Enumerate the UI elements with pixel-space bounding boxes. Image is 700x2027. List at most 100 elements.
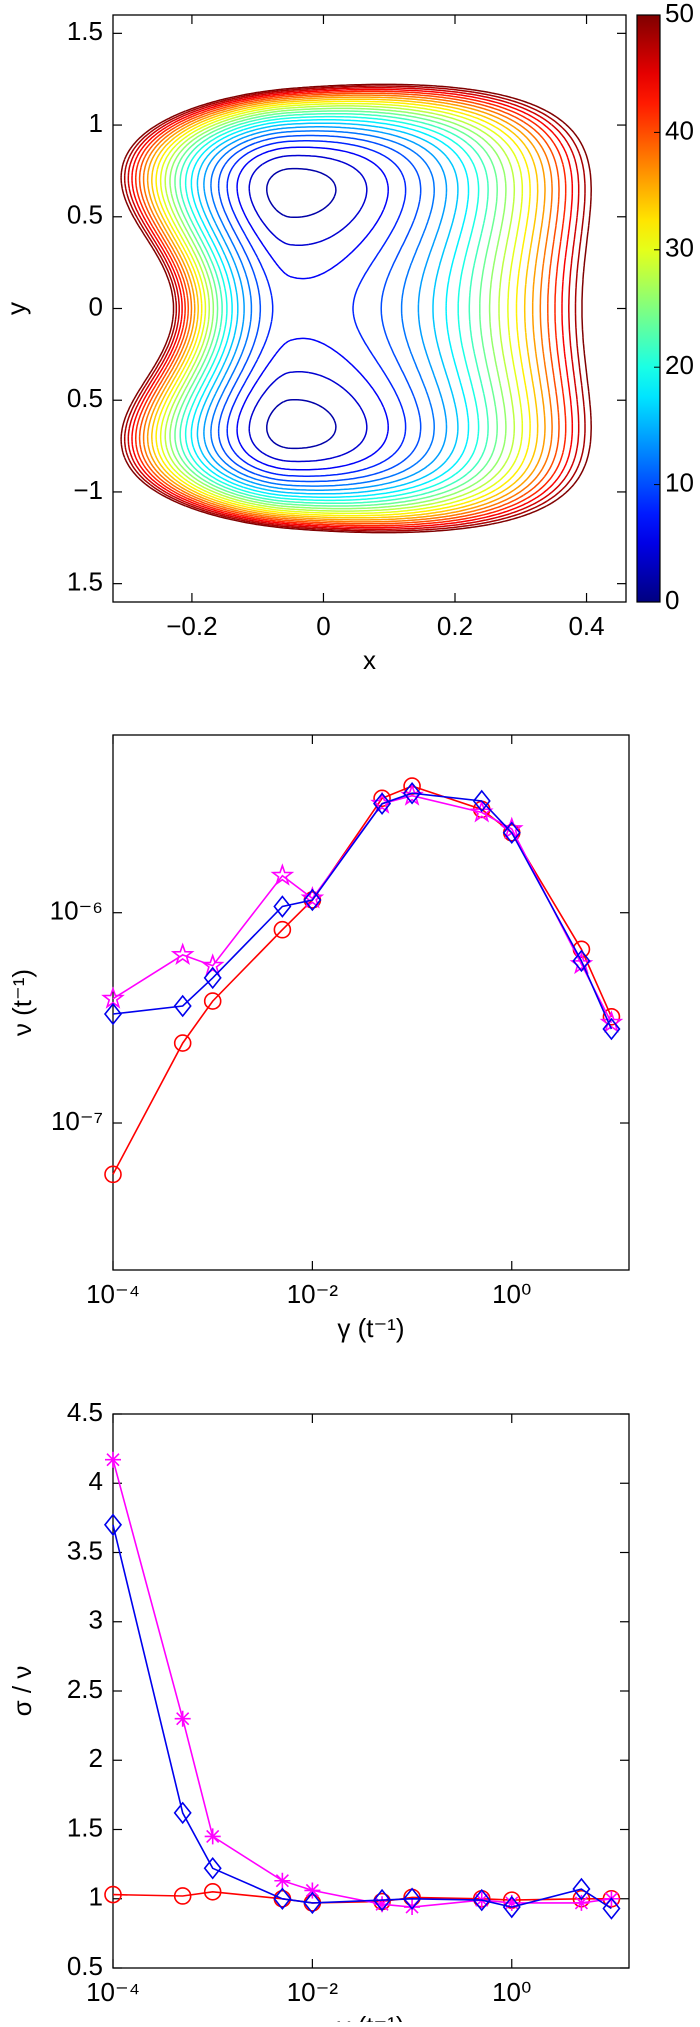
contour-line [217, 134, 422, 483]
marker [273, 920, 292, 939]
contour-line [131, 88, 574, 529]
x-axis-label: x [363, 645, 376, 675]
contour-line [184, 115, 480, 502]
x-tick-label: 10⁰ [492, 1977, 531, 2007]
x-tick-label: −0.2 [166, 611, 217, 641]
marker [273, 895, 292, 918]
marker [300, 885, 325, 909]
marker [403, 781, 422, 805]
contour-line [179, 112, 489, 505]
contour-line [169, 107, 507, 510]
contour-line [142, 94, 553, 523]
y-axis-label: σ / ν [7, 1666, 37, 1717]
contour-line [134, 90, 567, 527]
marker [173, 1801, 192, 1825]
x-axis-label: γ (t⁻¹) [337, 1313, 404, 1343]
colorbar-tick-label: 30 [665, 233, 694, 263]
colorbar-tick-label: 10 [665, 467, 694, 497]
marker [104, 1885, 122, 1904]
x-tick-label: 10⁻² [287, 1279, 339, 1309]
y-tick-label: 2.5 [67, 1674, 103, 1704]
marker [404, 1899, 421, 1916]
contour-line [190, 119, 470, 498]
y-tick-label: 0 [89, 291, 103, 321]
x-tick-label: 10⁰ [492, 1279, 531, 1309]
marker [573, 1894, 590, 1911]
contour-line [127, 86, 580, 531]
x-tick-label: 0.2 [437, 611, 473, 641]
marker [203, 1883, 222, 1901]
y-tick-label: 3 [89, 1605, 103, 1635]
y-tick-label: 1 [89, 108, 103, 138]
x-tick-label: 0 [316, 611, 330, 641]
x-axis-label: γ (t⁻¹) [337, 2011, 404, 2022]
marker [103, 1513, 123, 1537]
y-tick-label: 2 [89, 1743, 103, 1773]
marker [373, 792, 392, 815]
marker [270, 863, 295, 886]
contour-line [120, 83, 592, 534]
y-tick-label: 10⁻⁶ [50, 896, 103, 926]
marker [373, 1888, 392, 1912]
colorbar-tick-label: 20 [665, 350, 694, 380]
marker [472, 1888, 491, 1912]
series-line [112, 792, 613, 1030]
axes-frame [112, 1413, 630, 1969]
series-line [112, 1459, 612, 1908]
marker [204, 1828, 221, 1845]
marker [503, 1894, 520, 1911]
marker [104, 1165, 122, 1184]
y-tick-label: 3.5 [67, 1535, 103, 1565]
contour-line [226, 140, 407, 477]
marker [572, 1877, 591, 1901]
marker [502, 1895, 521, 1919]
y-tick-label: 0.5 [67, 383, 103, 413]
y-tick-label: 1.5 [67, 16, 103, 46]
marker [274, 1872, 291, 1889]
marker [502, 821, 521, 845]
x-tick-label: 10⁻² [287, 1977, 339, 2007]
y-tick-label: 0.5 [67, 200, 103, 230]
contour-line [164, 105, 516, 512]
marker [173, 994, 192, 1018]
marker [203, 992, 222, 1010]
contour-line [210, 130, 435, 487]
contour-line [155, 100, 531, 517]
marker [374, 1896, 391, 1913]
marker [173, 1887, 192, 1905]
marker [602, 1897, 621, 1920]
y-tick-label: −1 [73, 475, 103, 505]
marker [572, 949, 591, 973]
contour-line [151, 98, 539, 519]
y-tick-label: 4 [89, 1466, 103, 1496]
series-line [112, 1524, 612, 1910]
contour-line [266, 167, 337, 450]
y-tick-label: 0.5 [67, 1951, 103, 1981]
colorbar-tick-label: 50 [665, 0, 694, 28]
marker [170, 942, 195, 965]
contour-line [146, 96, 546, 521]
contour-group [120, 83, 592, 534]
colorbar [636, 14, 661, 603]
axes-frame [112, 14, 627, 603]
marker [472, 789, 491, 813]
y-tick-label: 1.5 [67, 1812, 103, 1842]
marker [173, 1034, 192, 1052]
marker [103, 1002, 123, 1026]
contour-line [196, 122, 459, 495]
contour-line [236, 146, 389, 471]
marker [273, 1887, 292, 1911]
contour-line [248, 154, 368, 463]
y-tick-label: 10⁻⁷ [51, 1106, 103, 1136]
contour-line [159, 102, 524, 515]
marker [105, 1451, 121, 1468]
marker [599, 1010, 624, 1033]
y-axis-label: ν (t⁻¹) [7, 969, 37, 1036]
marker [203, 966, 222, 990]
marker [602, 1017, 621, 1041]
y-axis-label: y [1, 302, 31, 315]
marker [373, 789, 391, 808]
marker [200, 953, 225, 976]
